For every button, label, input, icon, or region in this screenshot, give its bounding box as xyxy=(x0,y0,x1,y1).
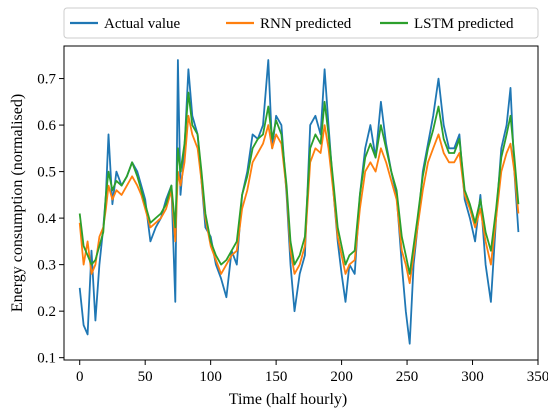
series-layer xyxy=(78,59,520,345)
x-tick-label: 150 xyxy=(265,369,288,385)
legend-box xyxy=(63,7,539,39)
y-tick-label: 0.2 xyxy=(37,304,56,320)
y-axis-label: Energy consumption (normalised) xyxy=(9,94,26,312)
legend-label-1: RNN predicted xyxy=(260,16,352,32)
plot-frame xyxy=(63,45,539,361)
x-tick-label: 350 xyxy=(527,369,548,385)
y-tick-label: 0.5 xyxy=(37,165,56,181)
series-line-1 xyxy=(78,114,520,285)
series-line-0 xyxy=(78,59,520,345)
y-tick-label: 0.6 xyxy=(37,118,56,134)
legend-label-0: Actual value xyxy=(104,16,181,32)
ticks-layer: 0 50 100 150 200 250 300 350 0.1 0.2 0.3 0.4 0.5 0.6 0… xyxy=(37,72,548,385)
y-tick-label: 0.4 xyxy=(37,211,56,227)
y-tick-label: 0.3 xyxy=(37,258,56,274)
x-tick-label: 250 xyxy=(396,369,419,385)
series-line-2 xyxy=(78,91,520,275)
x-axis-label: Time (half hourly) xyxy=(229,391,348,408)
x-tick-label: 0 xyxy=(76,369,84,385)
x-tick-label: 100 xyxy=(199,369,222,385)
legend-label-2: LSTM predicted xyxy=(414,16,514,32)
x-tick-label: 200 xyxy=(330,369,353,385)
x-tick-label: 50 xyxy=(138,369,153,385)
legend: Actual value RNN predicted LSTM predicted xyxy=(63,7,539,39)
y-tick-label: 0.1 xyxy=(37,351,56,367)
x-tick-label: 300 xyxy=(461,369,484,385)
y-tick-label: 0.7 xyxy=(37,72,56,88)
